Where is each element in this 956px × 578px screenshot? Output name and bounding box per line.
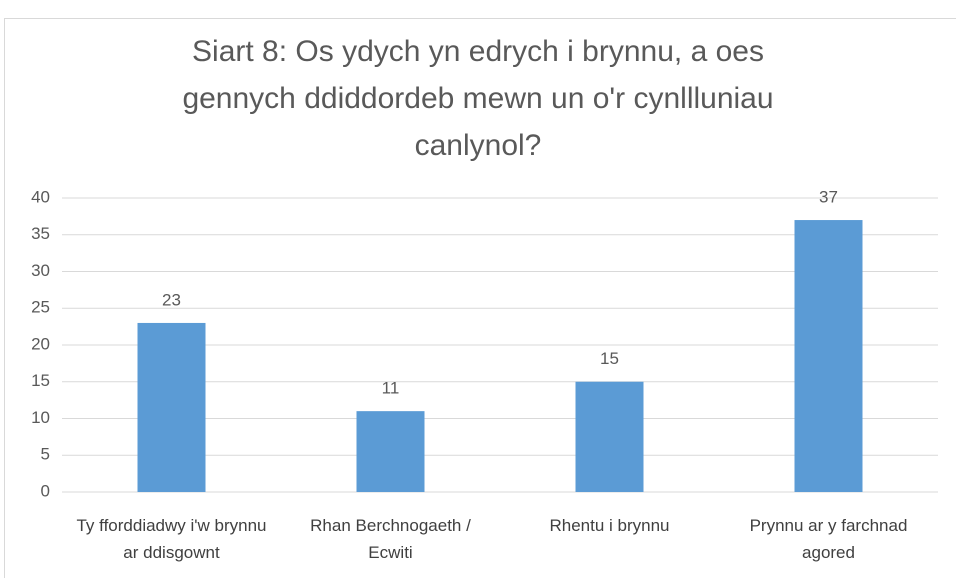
- data-label: 15: [600, 349, 619, 368]
- bar: [794, 220, 863, 493]
- y-tick-label: 0: [41, 481, 50, 500]
- y-tick-label: 15: [31, 371, 50, 390]
- y-tick-label: 10: [31, 408, 50, 427]
- x-tick-label: Ty fforddiadwy i'w brynnu ar ddisgownt: [76, 516, 267, 562]
- y-tick-label: 35: [31, 224, 50, 243]
- data-label: 37: [819, 188, 838, 207]
- data-label: 23: [162, 290, 181, 309]
- y-tick-label: 5: [41, 445, 50, 464]
- data-label: 11: [382, 379, 400, 398]
- x-tick-label: Prynnu ar y farchnad agored: [749, 516, 908, 562]
- x-tick-label: Rhentu i brynnu: [549, 516, 670, 535]
- y-tick-label: 25: [31, 298, 50, 317]
- y-tick-label: 20: [31, 334, 50, 353]
- chart-frame: [4, 18, 956, 578]
- bar: [356, 411, 425, 492]
- bar: [137, 322, 206, 492]
- y-tick-label: 40: [31, 187, 50, 206]
- y-tick-label: 30: [31, 261, 50, 280]
- bar: [575, 381, 644, 492]
- x-tick-label: Rhan Berchnogaeth / Ecwiti: [310, 516, 471, 562]
- chart-title: Siart 8: Os ydych yn edrych i brynnu, a …: [182, 35, 774, 162]
